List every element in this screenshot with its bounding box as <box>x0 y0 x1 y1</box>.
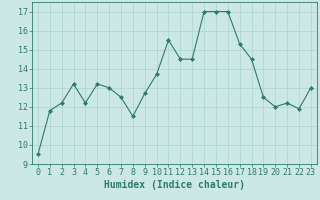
X-axis label: Humidex (Indice chaleur): Humidex (Indice chaleur) <box>104 180 245 190</box>
